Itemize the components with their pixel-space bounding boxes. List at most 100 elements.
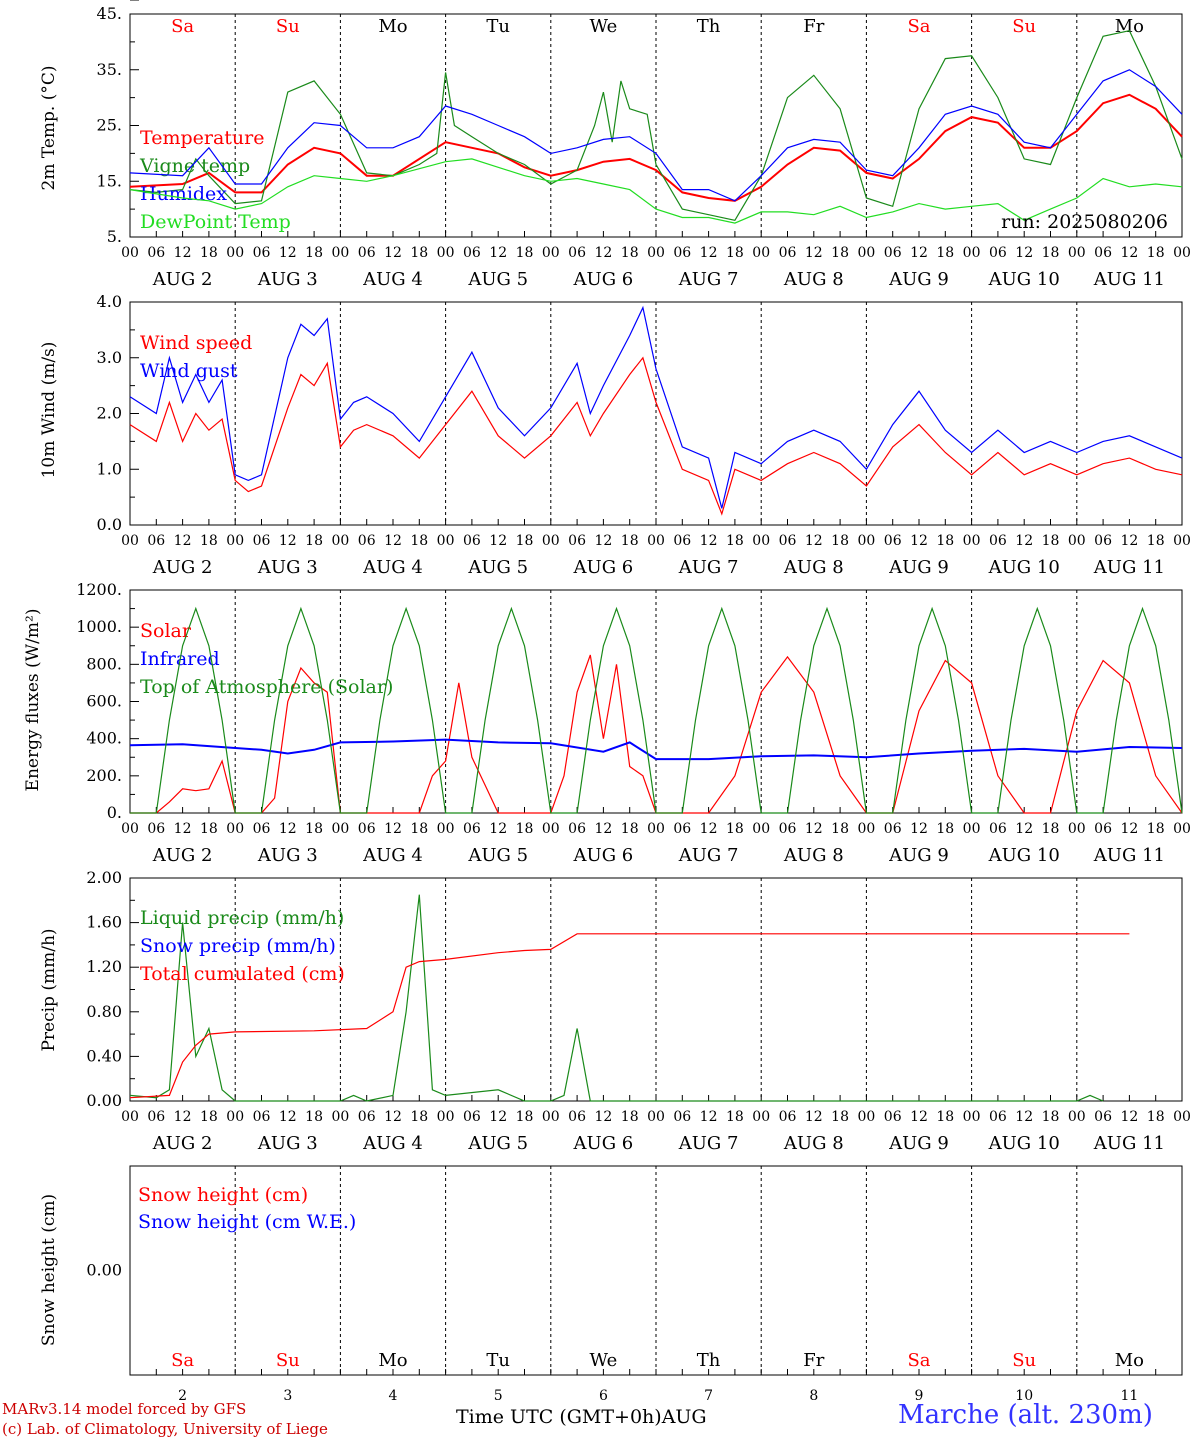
date-label: AUG 7 (678, 557, 739, 578)
date-label: AUG 7 (678, 845, 739, 866)
date-label: AUG 7 (678, 269, 739, 290)
x-tick-label: 12 (910, 533, 928, 549)
x-tick-label: 06 (779, 1109, 797, 1125)
date-label: AUG 6 (573, 269, 634, 290)
x-tick-label: 00 (226, 1109, 244, 1125)
x-tick-label: 18 (831, 821, 849, 837)
x-tick-label: 06 (673, 245, 691, 261)
y-tick-label: 35. (97, 60, 122, 79)
x-tick-label: 12 (384, 245, 402, 261)
panel-2: 0.0 1.0 2.0 3.0 4.0 10m Wind (m/s) 00 06 12 18 00 0… (39, 292, 1191, 578)
legend-entry: Top of Atmosphere (Solar) (140, 676, 393, 698)
date-label: AUG 2 (152, 1133, 213, 1154)
legend-entry: Snow precip (mm/h) (140, 935, 336, 957)
x-tick-label: 06 (1094, 1109, 1112, 1125)
x-tick-label: 06 (884, 1109, 902, 1125)
date-label: AUG 6 (573, 557, 634, 578)
x-tick-label: 06 (989, 245, 1007, 261)
x-tick-label: 06 (358, 533, 376, 549)
y-axis-label: Precip (mm/h) (39, 928, 59, 1051)
x-tick-label: 00 (857, 1109, 875, 1125)
y-tick-label: 1000. (76, 617, 122, 636)
date-label: AUG 9 (888, 845, 949, 866)
x-tick-label: 06 (1094, 533, 1112, 549)
y-tick-label: 800. (86, 654, 122, 673)
weekday-label: Su (1012, 1350, 1036, 1371)
weekday-label: Fr (803, 16, 824, 37)
x-tick-label: 18 (936, 821, 954, 837)
x-tick-label: 18 (1042, 245, 1060, 261)
x-tick-label: 00 (857, 533, 875, 549)
y-tick-label: 2.0 (97, 404, 122, 423)
x-tick-label: 18 (410, 533, 428, 549)
x-tick-label: 18 (831, 533, 849, 549)
credit-line-2: (c) Lab. of Climatology, University of L… (2, 1420, 328, 1438)
x-tick-label: 00 (437, 533, 455, 549)
x-tick-label: 00 (437, 821, 455, 837)
x-tick-label: 18 (516, 245, 534, 261)
x-tick-label: 06 (884, 821, 902, 837)
date-label: AUG 11 (1093, 557, 1165, 578)
x-tick-label: 18 (936, 245, 954, 261)
y-tick-label: 4.0 (97, 292, 122, 311)
x-tick-label: 12 (279, 1109, 297, 1125)
weekday-label: Mo (1115, 1350, 1144, 1371)
x-tick-label: 06 (463, 245, 481, 261)
x-tick-label: 00 (121, 533, 139, 549)
y-tick-label: 5. (107, 227, 122, 246)
x-tick-label: 00 (752, 245, 770, 261)
x-tick-label: 12 (594, 245, 612, 261)
x-tick-label: 12 (700, 245, 718, 261)
date-label: AUG 4 (362, 557, 423, 578)
day-number: 8 (809, 1388, 818, 1404)
run-label: run: 2025080206 (1001, 211, 1168, 233)
x-tick-label: 00 (1068, 533, 1086, 549)
x-tick-label: 18 (621, 245, 639, 261)
x-tick-label: 06 (253, 1109, 271, 1125)
date-label: AUG 8 (783, 269, 844, 290)
x-tick-label: 06 (253, 245, 271, 261)
x-tick-label: 00 (121, 1109, 139, 1125)
weekday-label: Tu (486, 1350, 510, 1371)
x-tick-label: 12 (594, 1109, 612, 1125)
series-line (129, 158, 1183, 224)
x-tick-label: 12 (384, 821, 402, 837)
date-label: AUG 3 (257, 845, 318, 866)
x-tick-label: 06 (884, 533, 902, 549)
x-tick-label: 12 (489, 533, 507, 549)
x-tick-label: 18 (621, 1109, 639, 1125)
x-tick-label: 18 (516, 533, 534, 549)
x-tick-label: 12 (489, 245, 507, 261)
x-tick-label: 18 (1042, 533, 1060, 549)
x-tick-label: 18 (831, 1109, 849, 1125)
series-line (129, 69, 1183, 202)
series-line (129, 894, 1104, 1102)
x-tick-label: 00 (226, 533, 244, 549)
series-line (129, 933, 1130, 1099)
weekday-label: Mo (1115, 16, 1144, 37)
x-tick-label: 12 (700, 533, 718, 549)
date-label: AUG 3 (257, 1133, 318, 1154)
date-label: AUG 5 (467, 557, 528, 578)
x-tick-label: 06 (673, 821, 691, 837)
plot-frame (129, 301, 1183, 526)
day-number: 6 (599, 1388, 608, 1404)
date-label: AUG 10 (988, 269, 1060, 290)
day-number: 4 (389, 1388, 398, 1404)
x-tick-label: 18 (516, 1109, 534, 1125)
date-label: AUG 10 (988, 557, 1060, 578)
x-tick-label: 00 (857, 821, 875, 837)
plot-frame (129, 13, 1183, 238)
weekday-label: Su (1012, 16, 1036, 37)
x-tick-label: 12 (174, 245, 192, 261)
x-tick-label: 18 (831, 245, 849, 261)
x-tick-label: 12 (489, 1109, 507, 1125)
weekday-label: Sa (171, 1350, 194, 1371)
date-label: AUG 3 (257, 269, 318, 290)
x-tick-label: 18 (516, 821, 534, 837)
legend-entry: Solar (140, 620, 192, 642)
x-tick-label: 12 (805, 533, 823, 549)
legend-entry: DewPoint Temp (140, 211, 291, 233)
x-tick-label: 12 (174, 821, 192, 837)
x-tick-label: 06 (463, 821, 481, 837)
